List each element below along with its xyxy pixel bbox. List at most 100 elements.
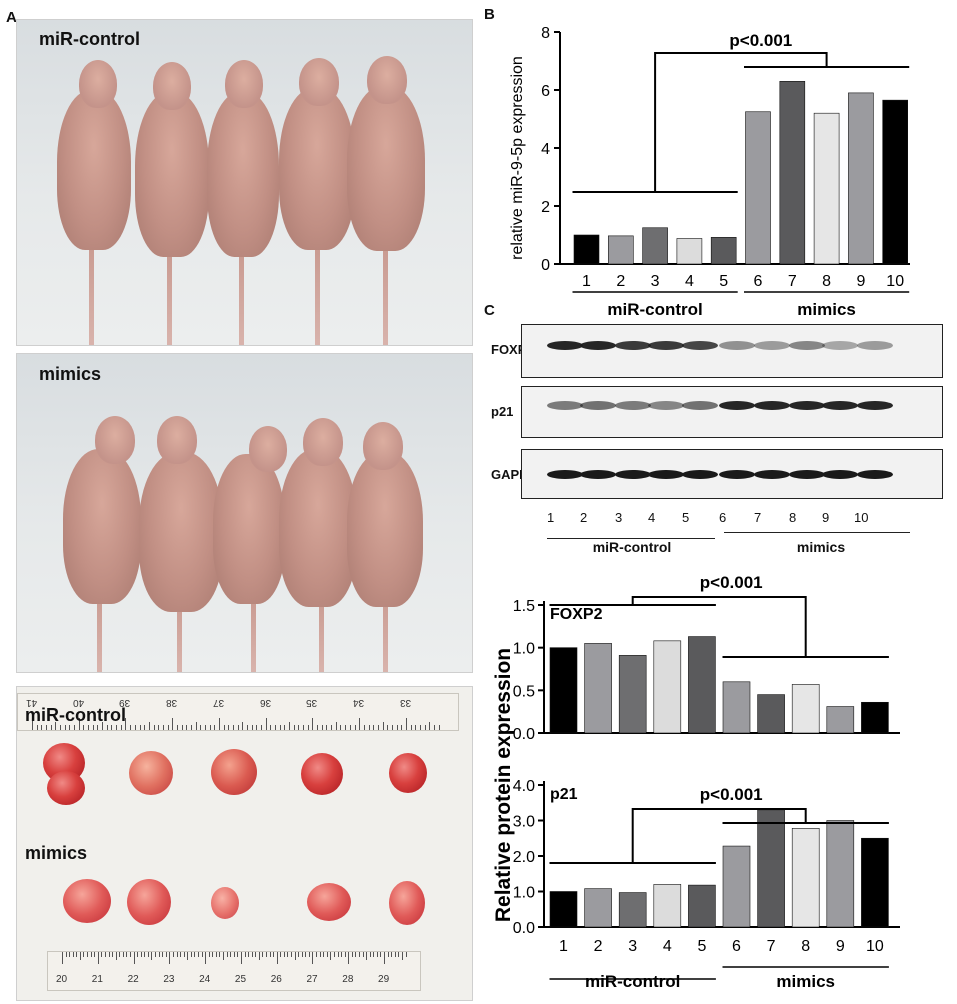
ruler-tick (226, 952, 228, 957)
ruler-tick (79, 952, 81, 960)
bar (653, 640, 682, 734)
photo-label-mimics: mimics (39, 364, 102, 384)
ruler-tick (362, 952, 364, 957)
bar (584, 888, 612, 928)
tumor (307, 883, 351, 921)
ruler-tick (344, 952, 346, 957)
subchart-title: FOXP2 (550, 606, 603, 623)
blot-band (615, 341, 651, 350)
ruler-tick (102, 722, 104, 730)
ruler-tick (337, 952, 339, 957)
ruler-tick (433, 725, 435, 730)
ruler-tick (348, 952, 350, 964)
ruler-tick (237, 725, 239, 730)
ruler-tick (396, 725, 398, 730)
bar (826, 706, 855, 734)
ruler-tick (244, 952, 246, 957)
ruler-tick (256, 725, 258, 730)
ruler-tick (176, 725, 178, 730)
x-tick-label: 4 (663, 938, 672, 955)
bar (791, 684, 820, 734)
ruler-number: 28 (342, 974, 354, 985)
blot-band (615, 470, 651, 479)
ruler-tick (120, 725, 122, 730)
ruler-tick (214, 725, 216, 730)
ruler-tick (83, 952, 85, 957)
blot-band (857, 470, 893, 479)
ruler-tick (90, 952, 92, 957)
ruler-tick (122, 952, 124, 957)
ruler-tick (153, 725, 155, 730)
ruler-tick (112, 952, 114, 957)
blot-p21 (521, 386, 943, 438)
blot-band (789, 401, 825, 410)
ruler-tick (55, 722, 57, 730)
ruler-number: 33 (399, 697, 412, 708)
ruler-tick (187, 952, 189, 960)
ruler-tick (330, 952, 332, 960)
ruler-number: 22 (127, 974, 139, 985)
group-label: miR-control (585, 972, 680, 991)
bar (813, 112, 840, 265)
ruler-tick (289, 722, 291, 730)
group-line-mimics (724, 532, 910, 533)
ruler-tick (355, 952, 357, 957)
blot-band (682, 470, 718, 479)
ruler-tick (162, 725, 164, 730)
ruler-tick (108, 952, 110, 957)
ruler-tick (415, 725, 417, 730)
ruler-tick (197, 952, 199, 957)
blot-band (857, 341, 893, 350)
ruler-tick (147, 952, 149, 957)
blot-band (547, 470, 583, 479)
ruler-tick (307, 725, 309, 730)
tumor-label-control: miR-control (25, 705, 126, 725)
blot-band (857, 401, 893, 410)
ruler-tick (293, 725, 295, 730)
y-tick-label: 4 (541, 141, 550, 158)
ruler-tick (137, 952, 139, 957)
ruler-tick (83, 725, 85, 730)
ruler-number: 29 (378, 974, 390, 985)
blot-band (822, 341, 858, 350)
bar (584, 643, 612, 734)
ruler-tick (251, 952, 253, 957)
blot-band (580, 470, 616, 479)
ruler-tick (335, 722, 337, 730)
bar (757, 809, 785, 928)
y-tick-label: 1.0 (513, 885, 535, 902)
bar (549, 647, 578, 734)
ruler-tick (126, 952, 128, 957)
ruler-tick (369, 952, 371, 957)
ruler-tick (194, 952, 196, 957)
photo-label-control: miR-control (39, 29, 140, 49)
blot-group-mimics: mimics (796, 539, 846, 555)
y-tick-label: 2.0 (513, 849, 535, 866)
blot-foxp2 (521, 324, 943, 378)
ruler-tick (223, 952, 225, 960)
ruler-tick (97, 725, 99, 730)
x-tick-label: 2 (616, 273, 625, 290)
ruler-tick (140, 952, 142, 957)
x-tick-label: 5 (719, 273, 728, 290)
y-tick-label: 1.5 (513, 598, 535, 615)
ruler-tick (106, 725, 108, 730)
ruler-tick (195, 722, 197, 730)
tumor (129, 751, 173, 795)
bar (791, 828, 820, 928)
blot-band (547, 341, 583, 350)
x-tick-label: 7 (788, 273, 797, 290)
chart-mir-expression: 0 2 4 6 8 relative miR-9-5p expression 1 2 3 4 5 6 7… (509, 25, 910, 319)
ruler-number: 34 (353, 697, 365, 708)
ruler-tick (76, 952, 78, 957)
ruler-tick (115, 952, 117, 960)
ruler-tick (265, 952, 267, 957)
blot-band (615, 401, 651, 410)
ruler-tick (405, 718, 407, 730)
blot-band (719, 341, 755, 350)
ruler-tick (340, 725, 342, 730)
bar (549, 891, 578, 928)
x-tick-label: 8 (801, 938, 810, 955)
ruler-tick (312, 718, 314, 730)
ruler-tick (382, 722, 384, 730)
